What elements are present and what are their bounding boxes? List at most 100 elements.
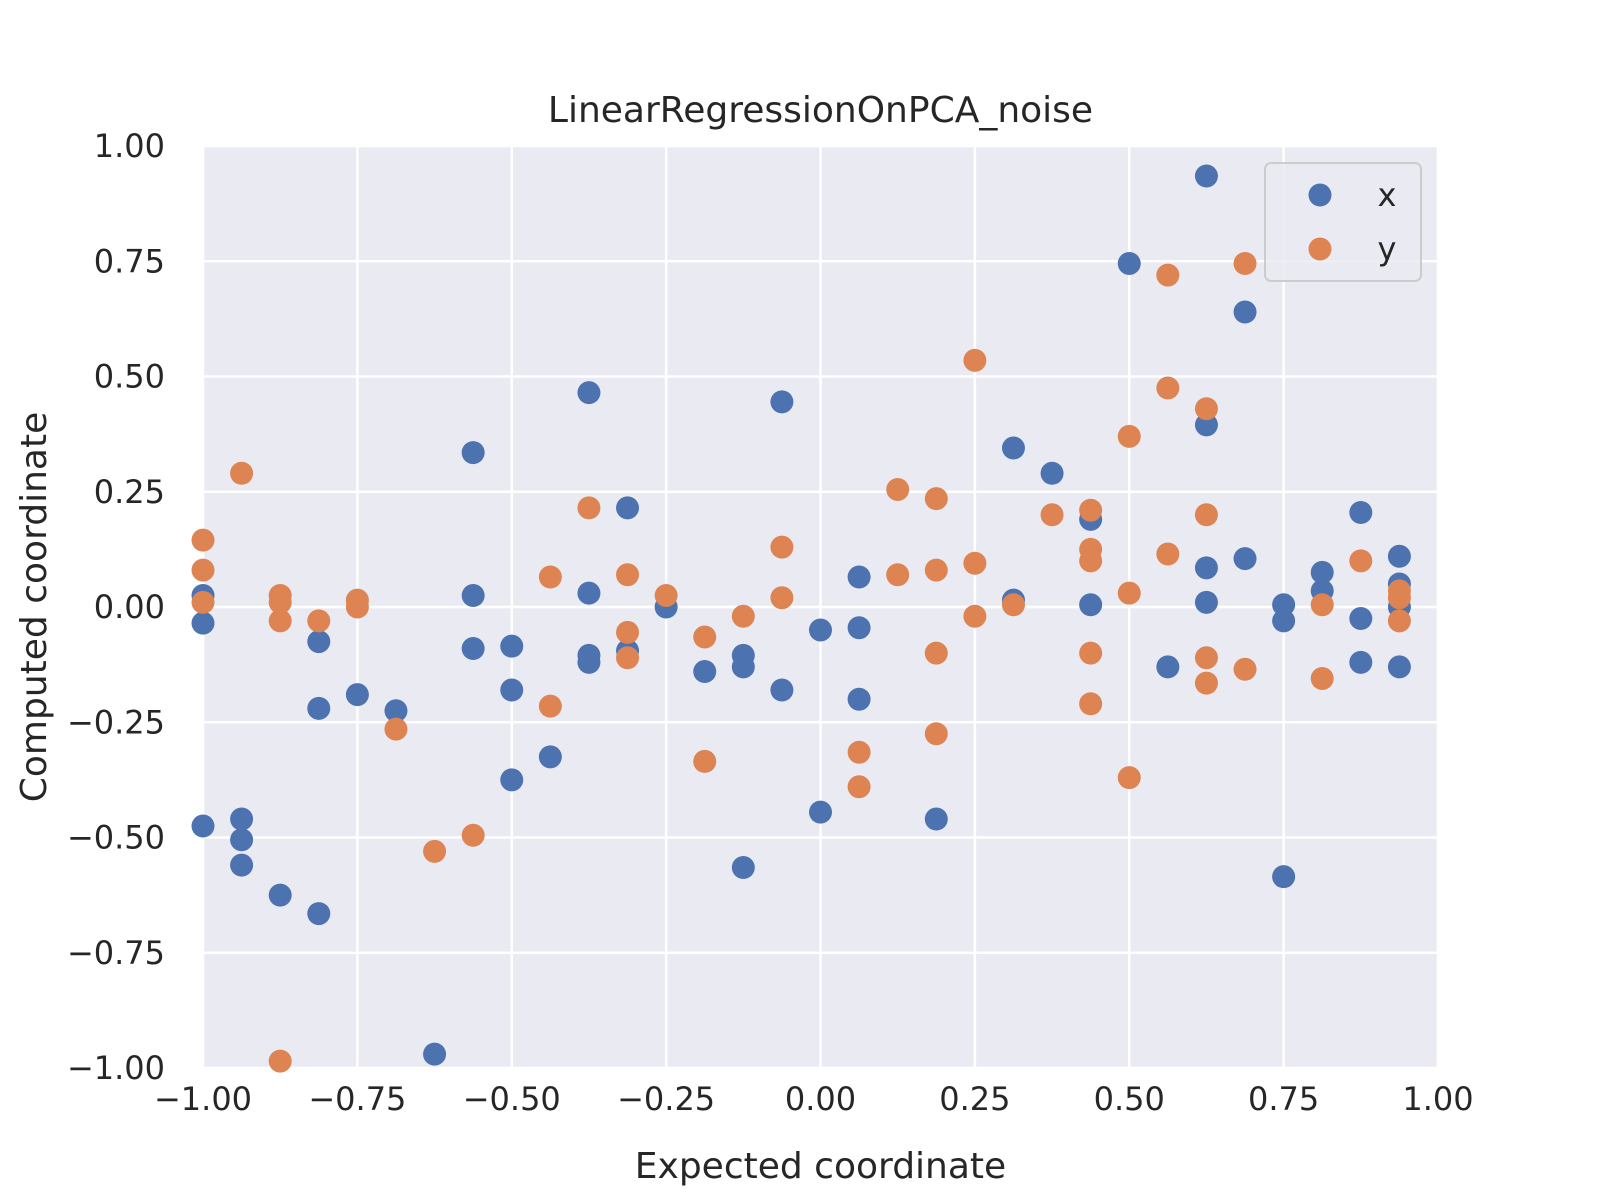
y-tick-label: 1.00: [94, 127, 165, 165]
point-x: [268, 883, 292, 907]
point-y: [1156, 542, 1180, 566]
point-y: [538, 565, 562, 589]
y-tick-label: 0.00: [94, 588, 165, 626]
point-y: [345, 595, 369, 619]
point-x: [731, 855, 755, 879]
point-y: [1310, 593, 1334, 617]
point-y: [770, 586, 794, 610]
y-axis-title: Computed coordinate: [14, 412, 55, 802]
point-y: [770, 535, 794, 559]
point-x: [1272, 609, 1296, 633]
point-x: [847, 616, 871, 640]
point-x: [500, 678, 524, 702]
point-x: [307, 902, 331, 926]
point-x: [1310, 560, 1334, 584]
y-tick-label: −0.25: [67, 703, 165, 741]
point-y: [577, 496, 601, 520]
point-x: [461, 583, 485, 607]
point-y: [616, 646, 640, 670]
point-y: [268, 1049, 292, 1073]
point-x: [230, 828, 254, 852]
point-y: [1310, 666, 1334, 690]
point-y: [963, 604, 987, 628]
point-x: [770, 390, 794, 414]
point-y: [1040, 503, 1064, 527]
point-y: [1156, 376, 1180, 400]
grid-lines: [201, 144, 1440, 1070]
point-y: [384, 717, 408, 741]
y-tick-label: −0.50: [67, 819, 165, 857]
point-x: [1233, 300, 1257, 324]
legend-marker-y: [1308, 237, 1332, 261]
point-y: [268, 590, 292, 614]
point-x: [500, 768, 524, 792]
point-y: [654, 583, 678, 607]
point-y: [924, 722, 948, 746]
point-y: [307, 609, 331, 633]
x-tick-label: 0.00: [785, 1080, 856, 1118]
point-y: [1156, 263, 1180, 287]
point-x: [423, 1042, 447, 1066]
point-x: [809, 618, 832, 642]
point-x: [1349, 500, 1373, 524]
point-y: [616, 563, 640, 587]
point-x: [770, 678, 794, 702]
point-y: [1001, 593, 1025, 617]
point-x: [1194, 413, 1218, 437]
point-x: [1194, 556, 1218, 580]
point-x: [461, 636, 485, 660]
point-y: [1194, 397, 1218, 421]
point-x: [1079, 593, 1103, 617]
point-x: [1272, 865, 1296, 889]
point-y: [1387, 609, 1411, 633]
point-x: [577, 581, 601, 605]
point-y: [963, 551, 987, 575]
point-x: [1233, 547, 1257, 571]
point-y: [1079, 498, 1103, 522]
point-y: [1117, 424, 1141, 448]
point-y: [268, 609, 292, 633]
point-y: [693, 749, 717, 773]
point-y: [1349, 549, 1373, 573]
point-x: [230, 807, 254, 831]
y-tick-label: 0.50: [94, 358, 165, 396]
point-x: [924, 807, 948, 831]
point-x: [307, 630, 331, 654]
legend-label-x: x: [1378, 176, 1397, 214]
point-y: [1079, 549, 1103, 573]
legend-label-y: y: [1378, 230, 1397, 268]
point-y: [191, 528, 215, 552]
point-x: [538, 745, 562, 769]
point-y: [1233, 657, 1257, 681]
point-x: [693, 660, 717, 684]
point-y: [1194, 671, 1218, 695]
point-y: [616, 620, 640, 644]
point-x: [1387, 544, 1411, 568]
point-x: [847, 565, 871, 589]
point-y: [1194, 503, 1218, 527]
point-x: [345, 683, 369, 707]
point-y: [423, 839, 447, 863]
chart-title: LinearRegressionOnPCA_noise: [548, 90, 1093, 131]
point-x: [1272, 593, 1296, 617]
point-x: [1001, 436, 1025, 460]
point-x: [847, 687, 871, 711]
tick-labels: −1.00 −0.75 −0.50 −0.25 0.00 0.25 0.50 0.75 1.00…: [67, 127, 1474, 1118]
y-tick-label: 0.25: [94, 473, 165, 511]
point-x: [577, 650, 601, 674]
point-y: [847, 740, 871, 764]
point-y: [1117, 581, 1141, 605]
point-x: [616, 496, 640, 520]
point-x: [1117, 252, 1141, 276]
point-x: [500, 634, 524, 658]
point-x: [577, 381, 601, 405]
point-x: [230, 853, 254, 877]
point-x: [307, 696, 331, 720]
point-y: [1079, 641, 1103, 665]
data-points: [191, 164, 1411, 1073]
x-tick-label: −0.25: [617, 1080, 715, 1118]
point-y: [847, 775, 871, 799]
x-tick-label: 0.75: [1248, 1080, 1319, 1118]
point-x: [1349, 607, 1373, 631]
